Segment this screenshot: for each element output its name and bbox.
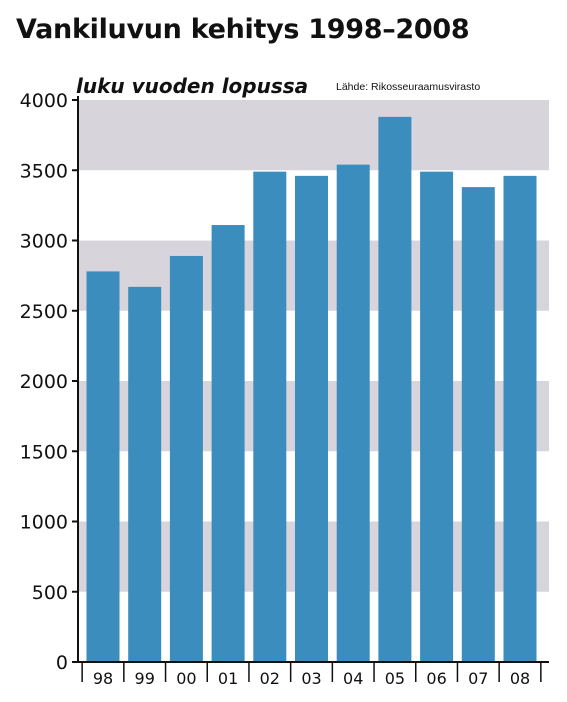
x-tick-label: 04 — [343, 669, 363, 688]
x-tick-label: 05 — [385, 669, 405, 688]
bar-07 — [461, 187, 495, 663]
chart-title: Vankiluvun kehitys 1998–2008 — [16, 14, 470, 45]
bar-03 — [295, 175, 328, 662]
y-tick-label: 500 — [32, 582, 68, 604]
x-tick-labels: 98 99 00 01 02 03 04 05 06 07 08 — [93, 669, 530, 688]
x-tick-label: 98 — [93, 669, 113, 688]
y-tick-label: 1500 — [20, 441, 68, 463]
x-tick-label: 01 — [218, 669, 238, 688]
y-tick-label: 1000 — [20, 512, 68, 534]
bar-99 — [128, 286, 162, 662]
y-tick-label: 2500 — [20, 301, 68, 323]
bar-98 — [86, 271, 120, 662]
x-tick-label: 02 — [260, 669, 280, 688]
bar-05 — [378, 116, 412, 663]
y-tick-label: 2000 — [20, 371, 68, 393]
chart-subtitle: luku vuoden lopussa — [76, 74, 309, 98]
y-tick-label: 3000 — [20, 231, 68, 253]
grid-band — [78, 100, 549, 171]
x-tick-label: 07 — [468, 669, 488, 688]
x-tick-label: 08 — [510, 669, 530, 688]
bar-08 — [503, 175, 537, 662]
x-tick-label: 99 — [135, 669, 155, 688]
y-tick-label: 0 — [56, 652, 68, 674]
y-tick-label: 3500 — [20, 160, 68, 182]
x-tick-label: 03 — [301, 669, 321, 688]
y-tick-label: 4000 — [20, 90, 68, 112]
bar-06 — [420, 171, 454, 662]
bar-02 — [253, 171, 287, 662]
x-tick-label: 00 — [176, 669, 196, 688]
bars — [86, 116, 537, 663]
x-tick-label: 06 — [426, 669, 446, 688]
chart-source: Lähde: Rikosseuraamusvirasto — [336, 81, 481, 93]
bar-00 — [169, 255, 203, 662]
bar-01 — [211, 225, 245, 663]
bar-04 — [336, 164, 370, 662]
axes — [72, 96, 549, 682]
y-tick-labels: 0 500 1000 1500 2000 2500 3000 3500 4000 — [20, 90, 68, 674]
